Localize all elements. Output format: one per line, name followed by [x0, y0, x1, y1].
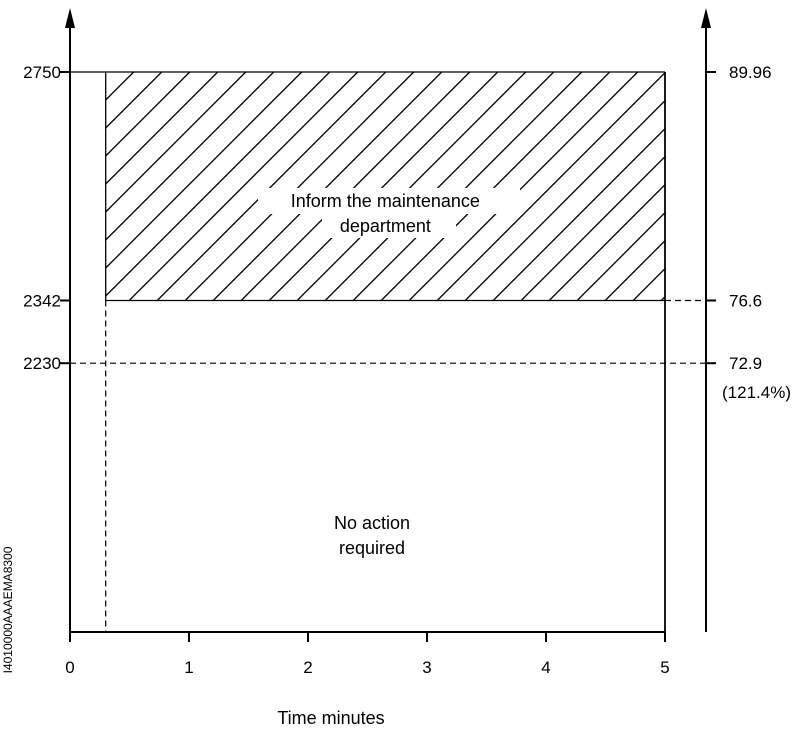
- hatch-line-1: [105, 72, 135, 101]
- hatch-line-14: [268, 72, 499, 301]
- region-label-background: [258, 188, 520, 214]
- hatch-line-0: [105, 72, 107, 73]
- x-tick-label: 4: [541, 658, 550, 677]
- lower-region-label-line-2: required: [339, 538, 405, 558]
- time-limit-step-line: [70, 71, 107, 301]
- lower-region-label-line-1: No action: [334, 513, 410, 533]
- hatch-line-7: [105, 72, 303, 269]
- hatch-line-21: [464, 99, 665, 301]
- right-axis-note: (121.4%): [722, 383, 791, 402]
- hatch-line-26: [604, 239, 665, 301]
- hatch-line-4: [105, 72, 219, 185]
- hatched-region: [105, 72, 811, 301]
- left-tick-label: 2230: [23, 354, 61, 373]
- hatch-line-8: [105, 72, 331, 297]
- hatch-line-18: [380, 72, 611, 301]
- left-tick-label: 2342: [23, 291, 61, 310]
- right-axis-arrow-icon: [701, 8, 711, 28]
- figure-reference-code: I4010000AAAEMA8300: [1, 546, 15, 673]
- right-axis-ticks: 89.96 76.6 72.9: [706, 63, 772, 373]
- region-label-background: [322, 214, 456, 238]
- left-tick-label: 2750: [23, 63, 61, 82]
- hatch-line-15: [296, 72, 527, 301]
- hatch-line-16: [324, 72, 555, 301]
- x-axis-title: Time minutes: [277, 708, 384, 728]
- hatch-line-2: [105, 72, 163, 129]
- x-tick-label: 1: [184, 658, 193, 677]
- hatch-line-3: [105, 72, 191, 157]
- right-tick-label: 72.9: [729, 354, 762, 373]
- left-axis-arrow-icon: [65, 8, 75, 28]
- hatch-line-9: [128, 72, 359, 301]
- x-axis-ticks: 0 1 2 3 4 5: [65, 632, 670, 677]
- hatch-line-22: [492, 127, 665, 301]
- right-tick-label: 76.6: [729, 291, 762, 310]
- x-tick-label: 5: [660, 658, 669, 677]
- hatch-line-20: [436, 72, 665, 301]
- hatch-line-25: [576, 211, 665, 301]
- upper-region-label-line-1: Inform the maintenance: [291, 191, 480, 211]
- hatch-line-29: [689, 72, 811, 300]
- x-tick-label: 3: [422, 658, 431, 677]
- hatch-line-17: [352, 72, 583, 301]
- x-tick-label: 2: [303, 658, 312, 677]
- hatch-line-23: [520, 155, 665, 301]
- hatch-line-6: [105, 72, 275, 241]
- hatch-line-19: [408, 72, 639, 301]
- right-tick-label: 89.96: [729, 63, 772, 82]
- hatch-line-12: [212, 72, 443, 301]
- x-tick-label: 0: [65, 658, 74, 677]
- hatch-line-10: [156, 72, 387, 301]
- upper-region-label-line-2: department: [340, 216, 431, 236]
- hatch-line-5: [105, 72, 247, 213]
- hatch-line-28: [660, 295, 665, 301]
- left-axis-ticks: 2750 2342 2230: [23, 63, 70, 373]
- hatch-line-13: [240, 72, 471, 301]
- hatch-line-24: [548, 183, 665, 301]
- hatch-line-11: [184, 72, 415, 301]
